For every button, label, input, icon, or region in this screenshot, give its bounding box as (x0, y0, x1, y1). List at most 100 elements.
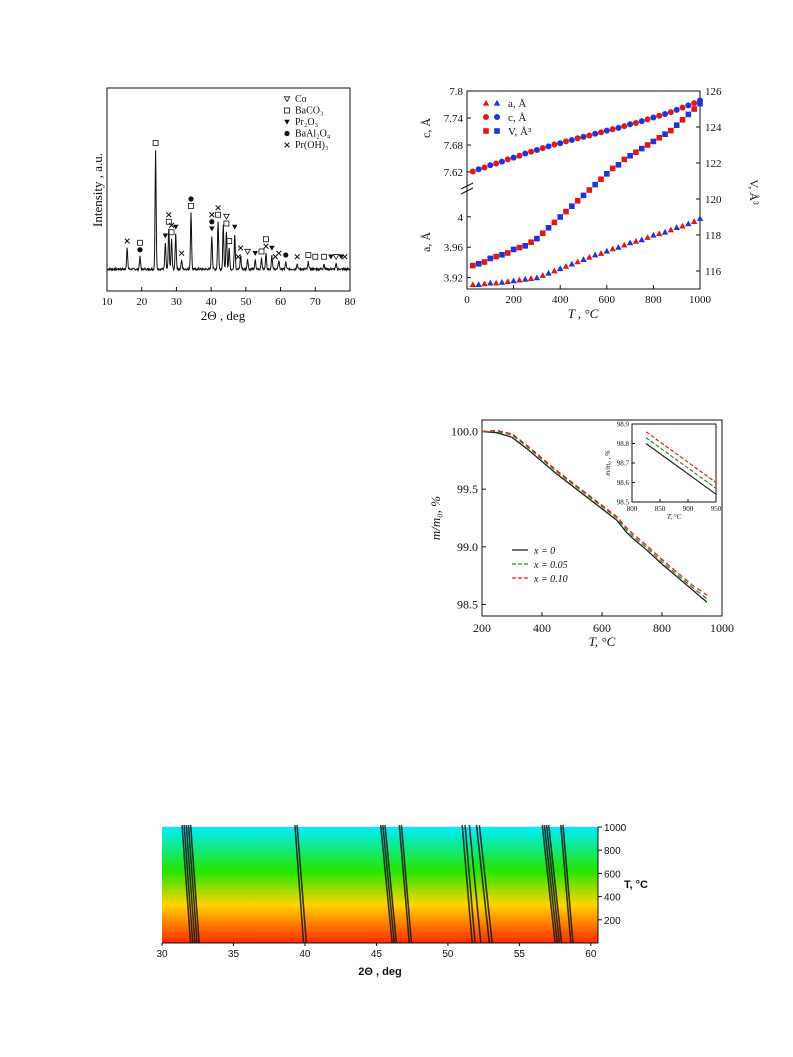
diffraction-peak-line (475, 824, 491, 944)
heatmap-y-tick-label: 200 (604, 916, 621, 927)
legend-marker (483, 128, 489, 134)
data-point (528, 148, 535, 155)
data-point (621, 156, 628, 163)
data-point (516, 276, 523, 283)
mass-y-tick-label: 98.5 (457, 597, 478, 611)
legend-label: a, Å (508, 98, 526, 110)
volume-axis-tick-label: 122 (705, 158, 722, 170)
data-point (626, 239, 634, 246)
data-point (656, 135, 663, 141)
data-point (644, 116, 651, 123)
diffraction-peak-line (181, 824, 192, 944)
legend-label: x = 0.10 (533, 574, 568, 585)
data-point (499, 252, 505, 258)
phase-marker (263, 243, 269, 250)
data-point (615, 162, 622, 168)
data-point (673, 122, 680, 128)
data-point (609, 126, 616, 133)
data-point (510, 277, 517, 284)
heatmap-x-tick-label: 45 (371, 949, 383, 960)
data-point (685, 102, 692, 109)
data-point (667, 226, 675, 233)
legend-label: x = 0.05 (533, 560, 568, 571)
data-point (627, 153, 633, 159)
data-point (563, 208, 569, 215)
inset-y-tick-label: 98.8 (617, 440, 630, 448)
data-point (475, 261, 482, 267)
legend-label: Pr₂O₃ (295, 117, 318, 128)
phase-marker (252, 251, 259, 256)
data-point (632, 119, 639, 126)
insitu-xrd-heatmap: 30 35 40 45 50 55 60 200 400 600 800 1000 2Θ , deg … (150, 812, 650, 982)
data-point (534, 235, 540, 242)
data-point (504, 278, 511, 284)
heatmap-y-tick-label: 400 (604, 893, 621, 904)
c-axis-tick-label: 7.74 (444, 113, 464, 125)
data-point (557, 140, 564, 147)
data-point (563, 138, 570, 145)
legend-marker (483, 114, 489, 120)
mass-series-line (482, 430, 708, 600)
data-point (551, 219, 558, 226)
legend-symbol (283, 96, 291, 103)
data-point (591, 251, 599, 258)
inset-series-line (645, 431, 717, 483)
phase-marker (222, 213, 230, 220)
phase-marker (276, 250, 282, 257)
mass-y-tick-label: 99.5 (457, 482, 478, 496)
heatmap-x-tick-label: 30 (156, 949, 168, 960)
lattice-parameters-svg: 0 200 400 600 800 1000 7.62 7.68 7.74 7.8 3.92 3.96… (419, 86, 761, 321)
data-point (691, 106, 697, 112)
temperature-color-field (162, 827, 598, 943)
c-axis-tick-label: 7.8 (449, 86, 463, 98)
data-point (475, 166, 482, 173)
mass-x-tick-label: 1000 (710, 621, 734, 635)
data-point (679, 222, 686, 229)
legend-label: BaAl₂O₄ (295, 129, 331, 140)
data-point (557, 214, 563, 220)
axis-break-mark (460, 182, 474, 195)
data-point (493, 160, 500, 167)
phase-marker (215, 211, 221, 218)
xrd-x-tick-label: 80 (345, 296, 357, 308)
lattice-parameters-chart: 0 200 400 600 800 1000 7.62 7.68 7.74 7.8 3.92 3.96… (418, 82, 763, 334)
data-point (679, 104, 686, 111)
inset-x-tick-label: 900 (683, 505, 694, 513)
mass-loss-svg: 200 400 600 800 1000 98.5 99.0 99.5 100.0 x = 0 x… (428, 419, 734, 649)
data-point (621, 241, 628, 248)
xrd-plot-frame (106, 87, 351, 292)
xrd-y-axis-label: Intensity , a.u. (92, 153, 105, 227)
inset-x-tick-label: 850 (655, 505, 666, 513)
legend-label: Co (295, 94, 307, 105)
data-point (650, 114, 657, 121)
phase-marker (178, 250, 185, 257)
heatmap-y-axis-label: T, °C (624, 879, 648, 891)
data-point (527, 275, 535, 281)
volume-axis-tick-label: 124 (705, 122, 722, 134)
phase-marker (137, 239, 143, 246)
volume-axis-tick-label: 126 (705, 86, 722, 98)
inset-series-line (645, 443, 717, 495)
data-point (638, 145, 645, 152)
data-point (621, 123, 628, 130)
data-point (592, 130, 599, 137)
inset-y-axis-label: m/m₀ , % (604, 450, 612, 476)
lattice-x-tick-label: 800 (645, 294, 662, 306)
data-point (586, 132, 593, 139)
diffraction-peak-line (543, 824, 559, 944)
inset-y-tick-label: 98.6 (617, 479, 630, 487)
data-point (551, 267, 558, 274)
data-point (574, 135, 581, 142)
legend-symbol (284, 119, 290, 125)
mass-y-tick-label: 99.0 (457, 540, 478, 554)
phase-marker (152, 140, 159, 146)
legend-marker (494, 114, 500, 120)
legend-symbol (284, 142, 290, 148)
phase-marker (269, 245, 275, 251)
phase-marker (165, 218, 172, 225)
data-point (609, 245, 616, 252)
data-point (562, 263, 570, 269)
phase-marker (223, 220, 230, 227)
data-point (510, 246, 517, 253)
